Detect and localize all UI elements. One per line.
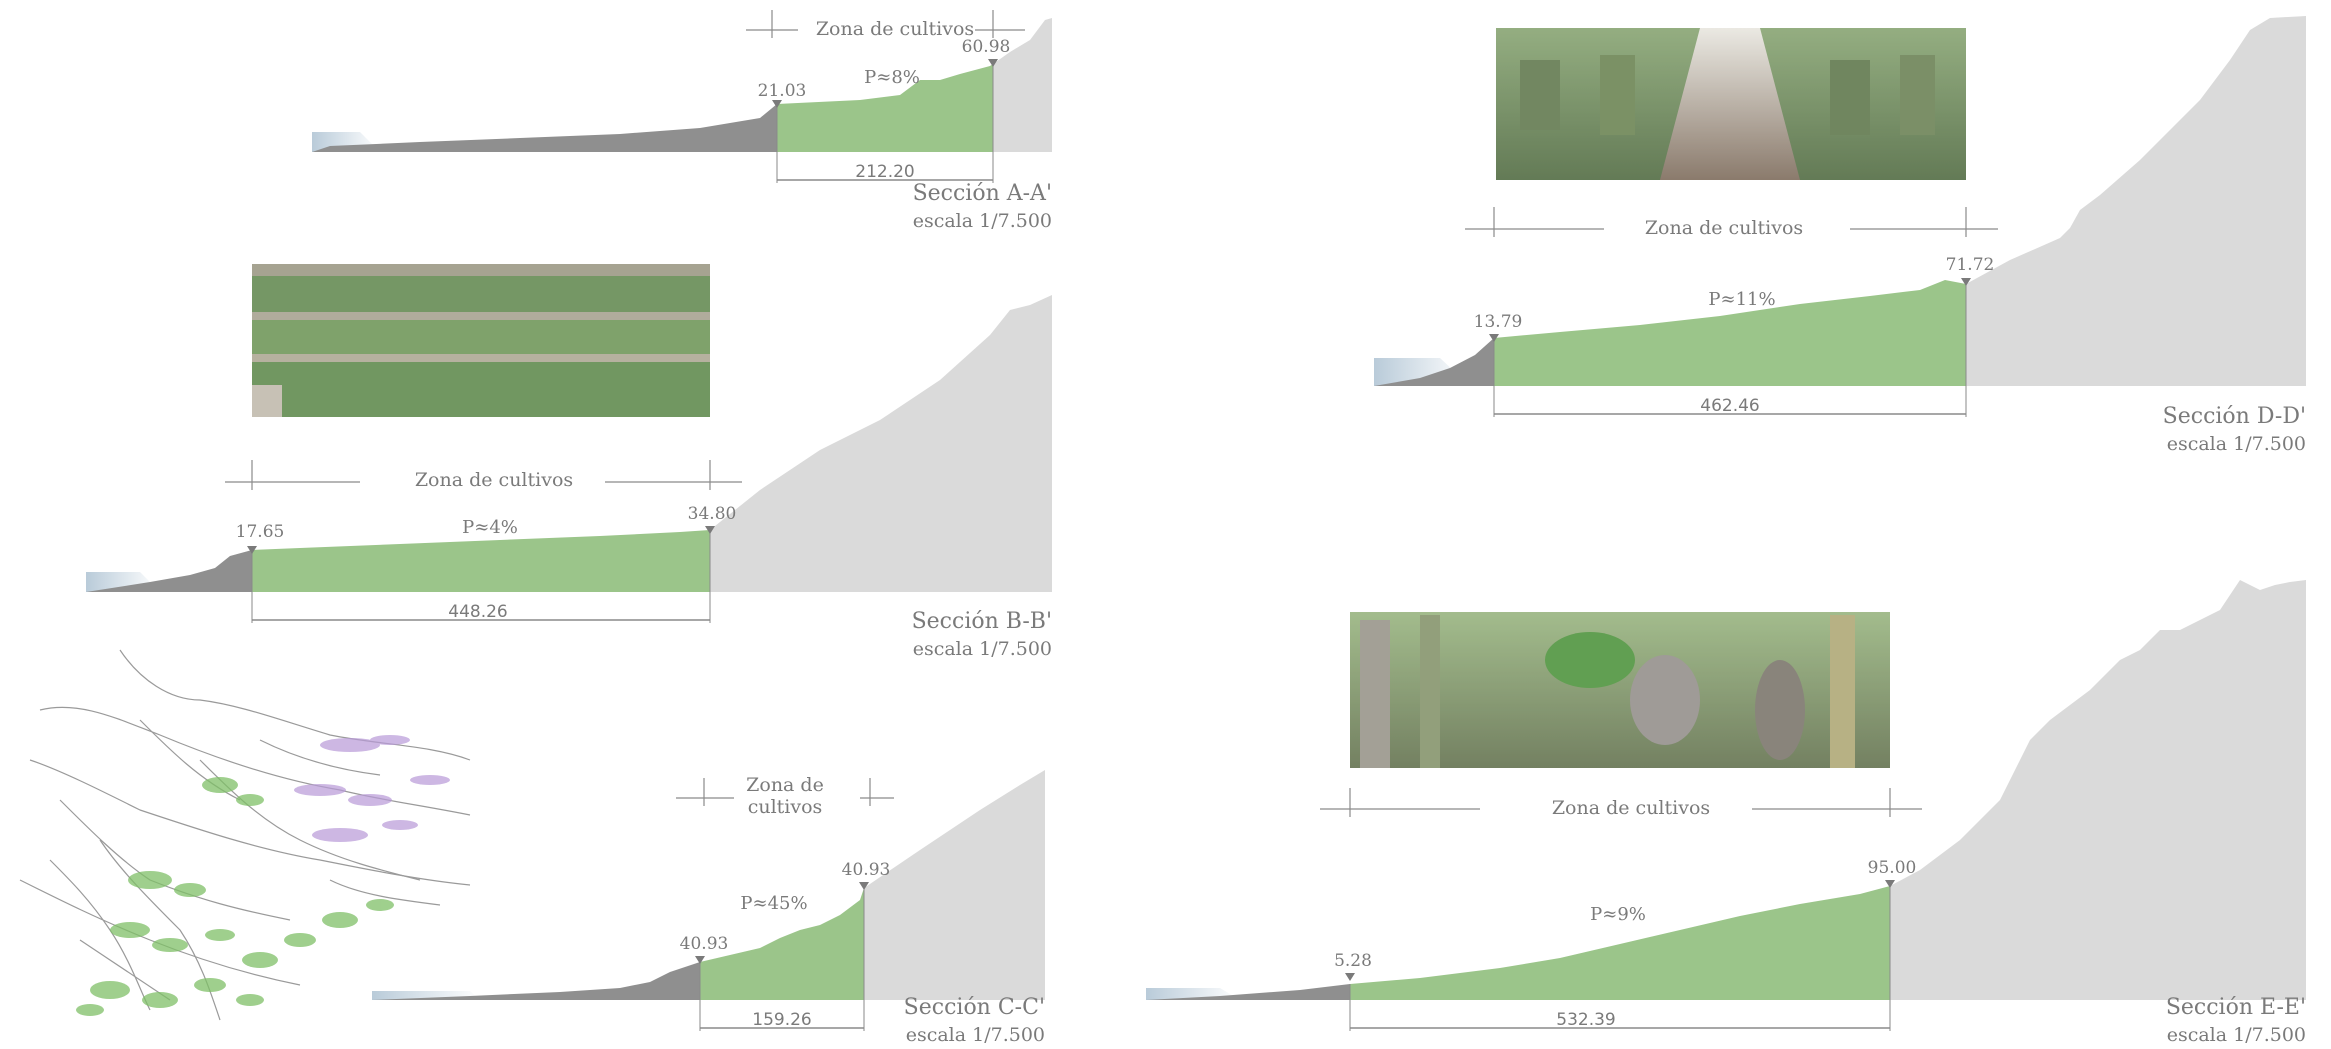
length-label-d: 462.46 (1700, 396, 1759, 416)
length-label-b: 448.26 (448, 602, 507, 622)
slope-label-d: P≈11% (1708, 289, 1775, 310)
zone-bracket-a (746, 10, 1025, 38)
terrain-upper-e (1890, 580, 2306, 1000)
elev-marker-d1 (1489, 334, 1499, 342)
zone-bracket-d (1465, 207, 1998, 237)
section-title-b: Sección B-B' (912, 609, 1052, 634)
elev-start-a: 21.03 (758, 81, 807, 101)
elev-start-b: 17.65 (236, 522, 285, 542)
zone-label-a: Zona de cultivos (816, 18, 974, 40)
crop-zone-d (1494, 280, 1966, 386)
elev-marker-b2 (705, 526, 715, 534)
elev-end-b: 34.80 (688, 504, 737, 524)
zone-bracket-e (1320, 788, 1922, 817)
elev-marker-e2 (1885, 880, 1895, 888)
elev-marker-d2 (1961, 278, 1971, 286)
section-title-d: Sección D-D' (2163, 404, 2306, 429)
banana-plantation-interior-photo (1496, 28, 1966, 180)
section-scale-e: escala 1/7.500 (2167, 1024, 2306, 1046)
crop-zone-e (1350, 886, 1890, 1000)
section-title-c: Sección C-C' (904, 995, 1045, 1020)
slope-label-a: P≈8% (864, 67, 920, 88)
section-scale-b: escala 1/7.500 (913, 638, 1052, 660)
zone-bracket-c (676, 778, 894, 806)
terraced-hillside-sketch (19, 649, 471, 1021)
zone-label-b: Zona de cultivos (415, 469, 573, 491)
section-title-e: Sección E-E' (2166, 995, 2306, 1020)
zone-label-c-line1: Zona de (746, 774, 824, 796)
elev-end-a: 60.98 (962, 37, 1011, 57)
elev-marker-a1 (772, 100, 782, 108)
zone-label-e: Zona de cultivos (1552, 797, 1710, 819)
elev-start-d: 13.79 (1474, 312, 1523, 332)
crop-zone-c (700, 888, 864, 1000)
elev-marker-a2 (988, 59, 998, 67)
length-label-e: 532.39 (1556, 1010, 1615, 1030)
terrain-upper-c (864, 770, 1045, 1000)
section-scale-c: escala 1/7.500 (906, 1024, 1045, 1046)
terrain-lower-a (312, 104, 777, 152)
banana-plantation-terraces-photo (252, 264, 710, 417)
elev-marker-e1 (1345, 973, 1355, 981)
length-label-a: 212.20 (855, 162, 914, 182)
terrain-upper-d (1966, 16, 2306, 386)
terrain-lower-c (372, 962, 700, 1000)
terrain-upper-b (710, 295, 1052, 592)
slope-label-b: P≈4% (462, 517, 518, 538)
elev-end-e: 95.00 (1868, 858, 1917, 878)
section-scale-a: escala 1/7.500 (913, 210, 1052, 232)
slope-label-e: P≈9% (1590, 904, 1646, 925)
section-scale-d: escala 1/7.500 (2167, 433, 2306, 455)
section-c: 159.26 40.93 40.93 P≈45% Zona de cultivo… (372, 770, 1045, 1046)
zone-bracket-b (225, 460, 742, 490)
section-title-a: Sección A-A' (913, 181, 1052, 206)
elev-end-c: 40.93 (842, 860, 891, 880)
section-a: 212.20 21.03 60.98 P≈8% Zona de cultivos… (312, 10, 1052, 232)
elev-start-c: 40.93 (680, 934, 729, 954)
zone-label-c-line2: cultivos (748, 796, 823, 818)
banana-harvest-workers-photo (1350, 612, 1890, 768)
elev-marker-b1 (247, 546, 257, 554)
zone-label-d: Zona de cultivos (1645, 217, 1803, 239)
terrain-upper-a (993, 18, 1052, 152)
terrain-lower-e (1146, 984, 1350, 1000)
section-b: 448.26 17.65 34.80 P≈4% Zona de cultivos… (86, 264, 1052, 660)
terrain-lower-d (1374, 338, 1494, 386)
section-e: Zona de cultivos 532.39 5.28 95.00 P≈9% … (1146, 580, 2306, 1046)
elev-marker-c1 (695, 956, 705, 964)
elev-start-e: 5.28 (1334, 951, 1372, 971)
crop-zone-a (777, 64, 993, 152)
terrain-lower-b (86, 550, 252, 592)
elev-end-d: 71.72 (1946, 255, 1995, 275)
length-label-c: 159.26 (752, 1010, 811, 1030)
section-d: Zona de cultivos 462.46 13.79 71.72 P≈11… (1374, 16, 2306, 455)
slope-label-c: P≈45% (740, 893, 807, 914)
elev-marker-c2 (859, 882, 869, 890)
crop-zone-b (252, 530, 710, 592)
